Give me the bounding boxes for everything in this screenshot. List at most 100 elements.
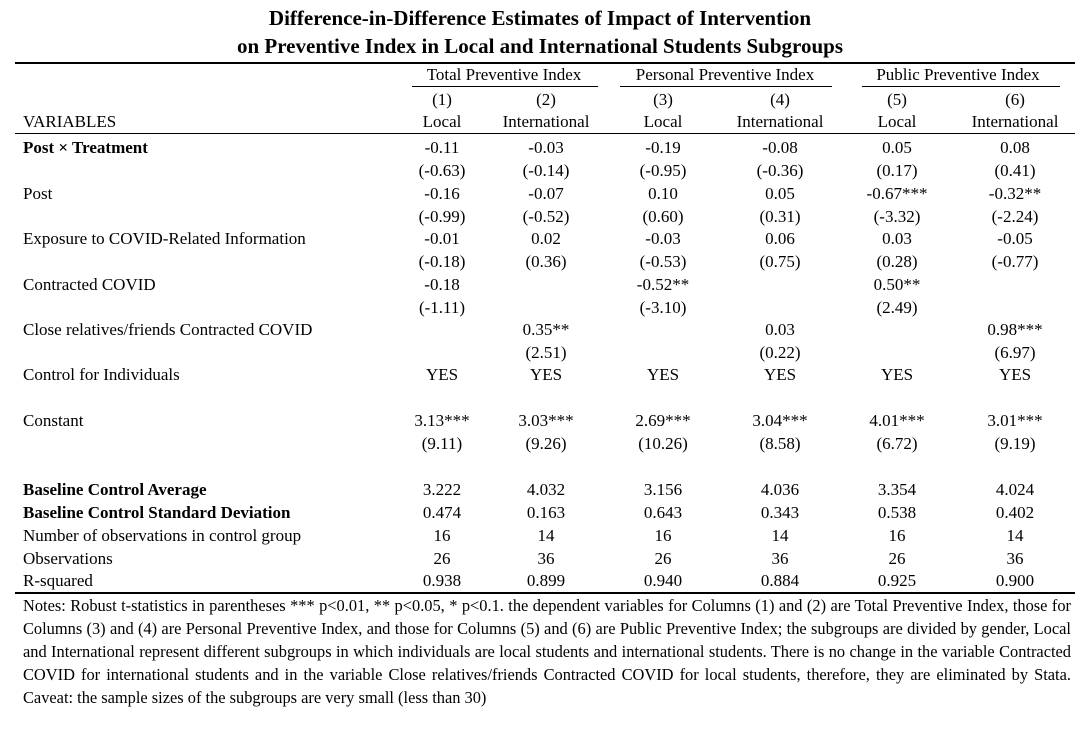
coefficient-cell: 0.08 xyxy=(1000,138,1030,157)
stat-value: 26 xyxy=(433,549,451,568)
column-number: (1) xyxy=(432,90,452,109)
stat-value: 0.940 xyxy=(643,571,683,590)
stat-label: Baseline Control Standard Deviation xyxy=(23,503,291,522)
column-number: (6) xyxy=(1005,90,1025,109)
tstat-cell: (9.19) xyxy=(994,434,1036,453)
row-label: Post × Treatment xyxy=(23,138,148,157)
tstat-cell: (-0.18) xyxy=(418,252,466,271)
row-label: Close relatives/friends Contracted COVID xyxy=(23,320,313,339)
coefficient-cell: 0.03 xyxy=(765,320,795,339)
column-name: International xyxy=(736,112,824,131)
tstat-cell: (0.28) xyxy=(876,252,918,271)
column-name: Local xyxy=(422,112,462,131)
coefficient-cell: -0.67*** xyxy=(866,184,928,203)
stat-value: 14 xyxy=(771,526,789,545)
tstat-cell: (0.22) xyxy=(759,343,801,362)
coefficient-cell: -0.32** xyxy=(988,184,1042,203)
stat-value: 36 xyxy=(1006,549,1024,568)
coefficient-cell: 0.06 xyxy=(765,229,795,248)
group-header: Total Preventive Index xyxy=(426,65,582,84)
stat-value: 0.474 xyxy=(422,503,462,522)
stat-value: 0.343 xyxy=(760,503,800,522)
stat-value: 0.538 xyxy=(877,503,917,522)
stat-value: 16 xyxy=(654,526,672,545)
coefficient-cell: 0.98*** xyxy=(987,320,1043,339)
coefficient-cell: -0.03 xyxy=(645,229,681,248)
stat-value: 4.036 xyxy=(760,480,800,499)
coefficient-cell: YES xyxy=(763,365,797,384)
coefficient-cell: 3.13*** xyxy=(414,411,470,430)
coefficient-cell: 0.03 xyxy=(882,229,912,248)
tstat-cell: (8.58) xyxy=(759,434,801,453)
tstat-cell: (0.41) xyxy=(994,161,1036,180)
tstat-cell: (2.51) xyxy=(525,343,567,362)
group-underline xyxy=(620,86,832,87)
coefficient-cell: 2.69*** xyxy=(635,411,691,430)
table-title-line2: on Preventive Index in Local and Interna… xyxy=(236,34,844,58)
column-name: International xyxy=(502,112,590,131)
coefficient-cell: -0.11 xyxy=(424,138,460,157)
row-label: Exposure to COVID-Related Information xyxy=(23,229,306,248)
coefficient-cell: -0.52** xyxy=(636,275,690,294)
coefficient-cell: -0.08 xyxy=(762,138,798,157)
stat-value: 36 xyxy=(537,549,555,568)
tstat-cell: (0.31) xyxy=(759,207,801,226)
coefficient-cell: 0.02 xyxy=(531,229,561,248)
tstat-cell: (0.60) xyxy=(642,207,684,226)
coefficient-cell: -0.16 xyxy=(424,184,460,203)
tstat-cell: (6.72) xyxy=(876,434,918,453)
coefficient-cell: 0.35** xyxy=(522,320,570,339)
coefficient-cell: 3.03*** xyxy=(518,411,574,430)
header-rule xyxy=(15,133,1075,134)
column-name: Local xyxy=(643,112,683,131)
stat-value: 36 xyxy=(771,549,789,568)
stat-label: R-squared xyxy=(23,571,93,590)
stat-value: 0.900 xyxy=(995,571,1035,590)
column-name: International xyxy=(971,112,1059,131)
coefficient-cell: 3.01*** xyxy=(987,411,1043,430)
coefficient-cell: -0.18 xyxy=(424,275,460,294)
top-rule xyxy=(15,62,1075,64)
group-header: Public Preventive Index xyxy=(876,65,1040,84)
tstat-cell: (-0.53) xyxy=(639,252,687,271)
tstat-cell: (-3.32) xyxy=(873,207,921,226)
tstat-cell: (0.36) xyxy=(525,252,567,271)
stat-value: 3.156 xyxy=(643,480,683,499)
table-title-line1: Difference-in-Difference Estimates of Im… xyxy=(268,6,812,30)
stat-value: 0.899 xyxy=(526,571,566,590)
stat-label: Observations xyxy=(23,549,113,568)
stat-value: 0.163 xyxy=(526,503,566,522)
stat-value: 4.024 xyxy=(995,480,1035,499)
tstat-cell: (-0.14) xyxy=(522,161,570,180)
stat-value: 26 xyxy=(888,549,906,568)
stat-value: 14 xyxy=(1006,526,1024,545)
tstat-cell: (-1.11) xyxy=(418,298,466,317)
coefficient-cell: YES xyxy=(998,365,1032,384)
column-number: (3) xyxy=(653,90,673,109)
tstat-cell: (10.26) xyxy=(638,434,688,453)
tstat-cell: (0.17) xyxy=(876,161,918,180)
coefficient-cell: -0.03 xyxy=(528,138,564,157)
stat-value: 14 xyxy=(537,526,555,545)
coefficient-cell: 0.50** xyxy=(873,275,921,294)
variables-header: VARIABLES xyxy=(23,112,117,131)
coefficient-cell: YES xyxy=(529,365,563,384)
tstat-cell: (-0.52) xyxy=(522,207,570,226)
tstat-cell: (-3.10) xyxy=(639,298,687,317)
coefficient-cell: YES xyxy=(646,365,680,384)
group-underline xyxy=(862,86,1060,87)
coefficient-cell: -0.19 xyxy=(645,138,681,157)
coefficient-cell: 0.05 xyxy=(765,184,795,203)
tstat-cell: (-0.95) xyxy=(639,161,687,180)
coefficient-cell: 3.04*** xyxy=(752,411,808,430)
group-underline xyxy=(412,86,598,87)
row-label: Contracted COVID xyxy=(23,275,156,294)
stat-value: 16 xyxy=(888,526,906,545)
column-number: (2) xyxy=(536,90,556,109)
coefficient-cell: YES xyxy=(880,365,914,384)
stat-value: 16 xyxy=(433,526,451,545)
stat-value: 0.884 xyxy=(760,571,800,590)
tstat-cell: (9.26) xyxy=(525,434,567,453)
stat-value: 0.925 xyxy=(877,571,917,590)
